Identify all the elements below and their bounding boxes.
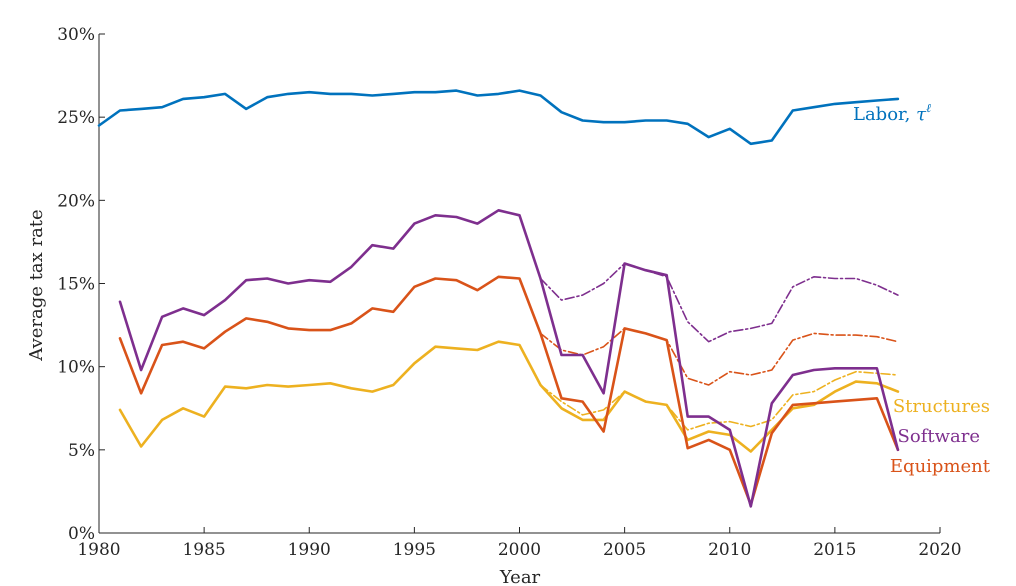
- x-tick-label: 2000: [498, 540, 541, 560]
- x-axis-label: Year: [499, 567, 541, 586]
- y-tick-label: 10%: [57, 358, 95, 378]
- series-label-equipment: Equipment: [890, 456, 991, 477]
- x-tick-label: 1990: [288, 540, 331, 560]
- y-tick-label: 20%: [57, 191, 95, 211]
- x-tick-label: 1985: [182, 540, 225, 560]
- series-line-structures: [118, 340, 900, 453]
- series-label-labor: Labor, τℓ: [853, 101, 931, 125]
- x-tick-label: 1995: [393, 540, 436, 560]
- series-layer: [97, 89, 900, 508]
- series-label-structures: Structures: [893, 396, 990, 417]
- series-label-software: Software: [898, 426, 980, 447]
- series-line-labor: [97, 89, 900, 146]
- y-tick-label: 0%: [68, 524, 95, 544]
- series-line-equipment-dashdot: [539, 327, 899, 386]
- x-tick-label: 2020: [918, 540, 961, 560]
- y-tick-label: 30%: [57, 25, 95, 45]
- y-axis-label: Average tax rate: [26, 209, 47, 361]
- series-line-software: [118, 209, 900, 508]
- axes: 1980 1985 1990 1995 2000 2005 2010 2015 2020 0% 5%…: [57, 25, 961, 560]
- x-tick-label: 1980: [77, 540, 120, 560]
- y-tick-label: 15%: [57, 275, 95, 295]
- x-tick-label: 2010: [708, 540, 751, 560]
- x-tick-label: 2005: [603, 540, 646, 560]
- y-tick-label: 5%: [68, 441, 95, 461]
- series-line-equipment: [118, 275, 900, 507]
- x-tick-label: 2015: [813, 540, 856, 560]
- y-tick-label: 25%: [57, 108, 95, 128]
- series-labels: Labor, τℓ Software Equipment Structures: [853, 101, 991, 477]
- series-line-software-dashdot: [539, 262, 899, 343]
